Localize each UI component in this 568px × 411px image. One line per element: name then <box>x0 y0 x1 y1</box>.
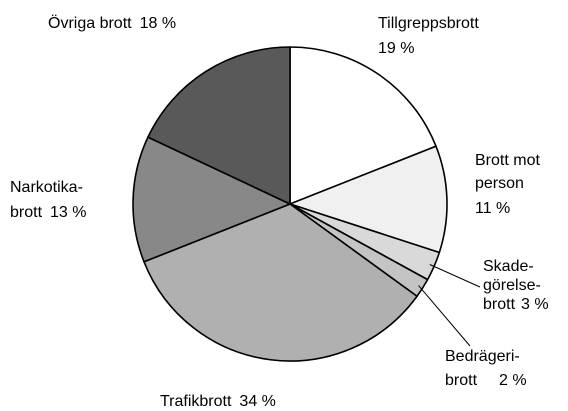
pie-slice <box>289 46 437 205</box>
slice-name: person <box>475 175 524 192</box>
slice-name: görelse- <box>483 277 541 294</box>
slice-name: brott <box>445 372 478 389</box>
slice-value: 11 % <box>475 200 510 217</box>
slice-label: Trafikbrott 34 % <box>160 393 276 410</box>
slice-name: Skade- <box>483 258 534 275</box>
slice-label: brott 2 % <box>445 372 527 389</box>
slice-value: 34 % <box>239 393 275 410</box>
slice-label: Skade- <box>483 258 534 275</box>
slice-label: person <box>475 175 524 192</box>
slice-value: 2 % <box>499 372 527 389</box>
slice-name: Bedrägeri- <box>445 348 520 365</box>
slice-label: brott 3 % <box>483 296 549 313</box>
slice-value: 18 % <box>140 15 176 32</box>
slice-label: görelse- <box>483 277 541 294</box>
pie-slice <box>132 136 291 263</box>
slice-value: 19 % <box>378 40 414 57</box>
slice-label: Narkotika- <box>10 179 83 196</box>
slice-label: Bedrägeri- <box>445 348 520 365</box>
slice-name: Trafikbrott <box>160 393 232 410</box>
slice-name: Övriga brott <box>48 14 132 32</box>
slice-value: 3 % <box>521 296 549 313</box>
slice-name: Tillgreppsbrott <box>378 15 479 32</box>
slice-label: Brott mot <box>475 152 540 169</box>
pie-slice <box>147 46 291 205</box>
slice-name: Brott mot <box>475 152 540 169</box>
slice-name: brott <box>10 204 43 221</box>
slice-label: brott 13 % <box>10 204 86 221</box>
leader-line <box>418 285 471 347</box>
slice-name: brott <box>483 296 516 313</box>
slice-value: 13 % <box>50 204 86 221</box>
pie-slice <box>289 145 448 254</box>
slice-label: Tillgreppsbrott <box>378 15 479 32</box>
slice-label: Övriga brott 18 % <box>48 14 176 32</box>
leader-line <box>429 264 481 288</box>
pie-slice <box>143 203 418 362</box>
slice-name: Narkotika- <box>10 179 83 196</box>
